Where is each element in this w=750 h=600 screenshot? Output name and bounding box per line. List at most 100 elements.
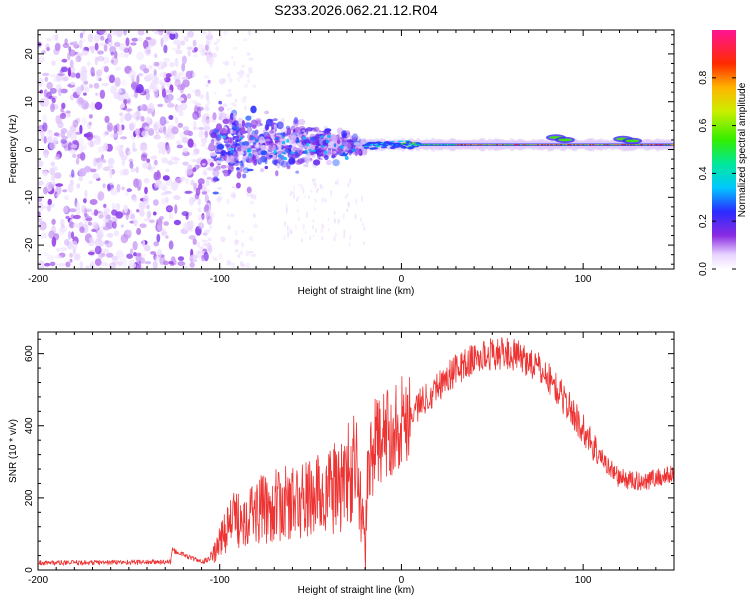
heatmap-cell — [76, 183, 81, 189]
heatmap-cell — [94, 101, 103, 110]
heatmap-cell — [101, 82, 109, 87]
heatmap-cell — [112, 221, 117, 229]
heatmap-cell — [201, 137, 208, 144]
heatmap-cell — [92, 173, 100, 180]
snr-ylabel: SNR (10 * v/v) — [8, 419, 19, 483]
heatmap-cell — [146, 73, 155, 79]
heatmap-cell — [333, 236, 336, 242]
heatmap-cell — [89, 168, 97, 173]
heatmap-cell — [286, 139, 290, 143]
heatmap-cell — [61, 136, 69, 140]
heatmap-cell — [138, 260, 142, 269]
heatmap-cell — [218, 134, 222, 138]
heatmap-cell — [246, 150, 250, 153]
heatmap-cell — [197, 250, 205, 255]
heatmap-cell — [228, 137, 233, 144]
heatmap-cell — [47, 205, 51, 212]
heatmap-cell — [94, 258, 102, 267]
heatmap-cell — [209, 212, 215, 219]
heatmap-cell — [185, 167, 193, 176]
heatmap-cell — [371, 142, 377, 144]
spectrogram-xtick-label: 0 — [399, 274, 405, 285]
heatmap-cell — [187, 50, 191, 57]
heatmap-cell — [142, 162, 149, 169]
heatmap-cell — [83, 103, 91, 109]
heatmap-cell — [175, 176, 182, 184]
heatmap-cell — [290, 125, 296, 132]
heatmap-cell — [343, 229, 346, 235]
heatmap-cell — [54, 191, 58, 199]
heatmap-cell — [96, 55, 105, 62]
heatmap-cell — [117, 88, 122, 93]
heatmap-cell — [93, 209, 98, 217]
heatmap-cell — [307, 152, 312, 160]
heatmap-cell — [187, 130, 193, 137]
heatmap-cell — [355, 147, 359, 155]
heatmap-cell — [90, 66, 95, 77]
heatmap-cell — [246, 186, 252, 194]
heatmap-cell — [245, 156, 250, 163]
heatmap-cell — [125, 37, 130, 47]
heatmap-cell — [295, 225, 297, 230]
heatmap-cell — [131, 82, 138, 88]
heatmap-cell — [332, 150, 336, 154]
heatmap-cell — [193, 54, 198, 58]
heatmap-cell — [310, 189, 313, 193]
heatmap-cell — [181, 55, 187, 65]
heatmap-cell — [153, 53, 158, 58]
heatmap-cell — [313, 207, 316, 211]
heatmap-cell — [157, 103, 164, 108]
heatmap-cell — [362, 222, 364, 227]
heatmap-cell — [321, 223, 324, 230]
heatmap-cell — [54, 255, 63, 260]
heatmap-cell — [201, 163, 206, 166]
heatmap-cell — [70, 231, 75, 239]
heatmap-cell — [218, 253, 223, 260]
heatmap-cell — [138, 201, 146, 211]
heatmap-cell — [234, 229, 238, 236]
heatmap-cell — [245, 115, 252, 121]
heatmap-cell — [193, 126, 199, 131]
heatmap-cell — [249, 200, 254, 205]
heatmap-cell — [316, 131, 324, 135]
heatmap-cell — [40, 232, 48, 239]
heatmap-cell — [193, 120, 197, 130]
heatmap-cell — [176, 140, 182, 146]
heatmap-cell — [220, 164, 227, 169]
heatmap-cell — [72, 214, 81, 220]
heatmap-cell — [158, 123, 165, 132]
heatmap-cell — [103, 211, 108, 218]
heatmap-cell — [53, 166, 58, 172]
heatmap-cell — [241, 64, 245, 68]
heatmap-cell — [295, 170, 300, 174]
heatmap-cell — [220, 127, 227, 134]
heatmap-cell — [109, 168, 113, 179]
heatmap-cell — [240, 126, 245, 135]
heatmap-cell — [288, 157, 296, 165]
heatmap-cell — [38, 211, 41, 217]
heatmap-cell — [304, 230, 307, 234]
heatmap-cell — [246, 52, 251, 56]
heatmap-cell — [86, 131, 94, 141]
heatmap-cell — [375, 145, 381, 148]
heatmap-cell — [152, 260, 158, 269]
heatmap-cell — [346, 139, 354, 142]
heatmap-cell — [56, 247, 61, 252]
heatmap-cell — [94, 42, 99, 51]
heatmap-cell — [43, 252, 49, 257]
heatmap-cell — [38, 260, 45, 269]
snr-xtick-label: -100 — [210, 575, 230, 586]
heatmap-cell — [242, 145, 248, 149]
heatmap-cell — [241, 120, 245, 127]
heatmap-cell — [113, 230, 120, 237]
heatmap-cell — [222, 118, 230, 125]
heatmap-cell — [232, 46, 238, 50]
heatmap-cell — [201, 213, 205, 220]
heatmap-cell — [258, 136, 265, 144]
heatmap-cell — [43, 136, 47, 144]
heatmap-cell — [237, 254, 241, 258]
heatmap-cell — [290, 190, 292, 197]
heatmap-cell — [206, 51, 210, 62]
heatmap-cell — [117, 93, 124, 101]
heatmap-cell — [60, 128, 68, 134]
